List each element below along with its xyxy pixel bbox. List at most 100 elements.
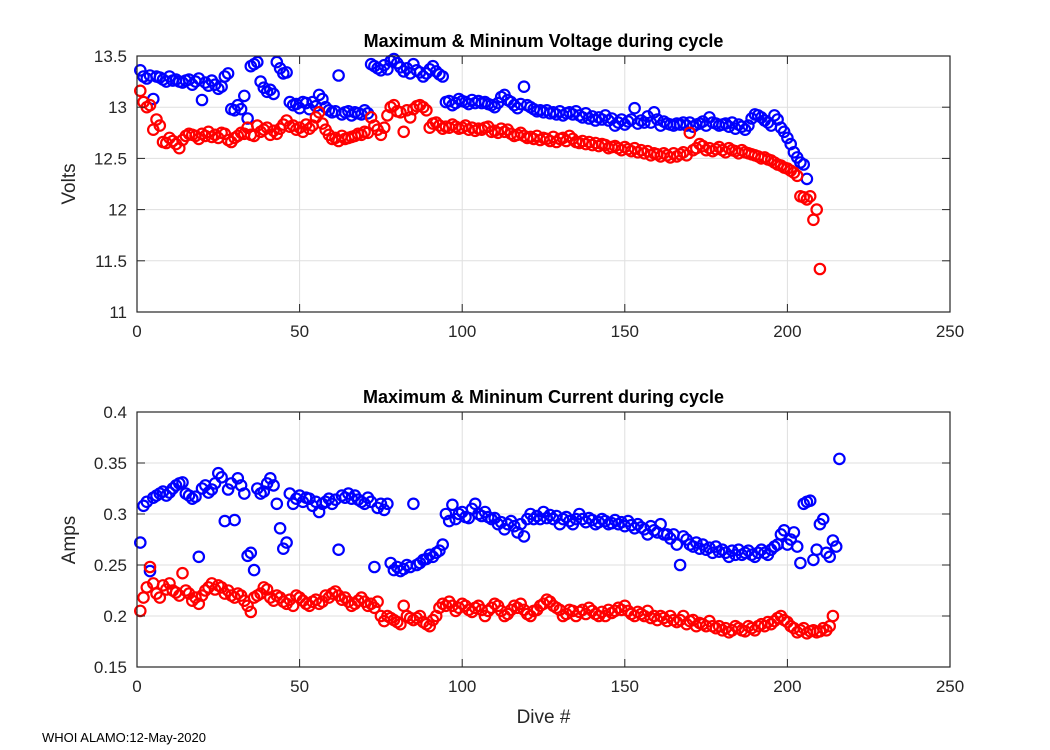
data-point: [296, 125, 310, 139]
data-point: [267, 87, 280, 101]
data-point: [637, 116, 651, 129]
current-y-tick-label: 0.3: [103, 505, 127, 524]
current-y-tick-label: 0.35: [94, 454, 127, 473]
data-point: [231, 129, 245, 143]
voltage-axes-box: [136, 55, 951, 313]
data-point: [784, 533, 797, 546]
current-chart-title: Maximum & Mininum Current during cycle: [363, 387, 724, 407]
current-x-tick-label: 100: [448, 677, 476, 696]
voltage-plot-area: [137, 56, 950, 312]
voltage-y-tick-label: 13: [108, 98, 127, 117]
data-point: [143, 98, 157, 112]
data-point: [517, 80, 531, 93]
data-point: [433, 544, 446, 557]
data-point: [215, 581, 228, 594]
voltage-x-tick-label: 100: [448, 322, 476, 341]
data-point: [781, 131, 794, 145]
voltage-x-tick-label: 0: [132, 322, 141, 341]
data-point: [826, 534, 840, 547]
current-y-tick-label: 0.15: [94, 658, 127, 677]
data-point: [267, 124, 280, 138]
data-point: [416, 70, 430, 83]
data-point: [787, 166, 801, 179]
data-point: [283, 95, 297, 109]
data-point: [195, 93, 209, 107]
data-point: [420, 104, 433, 117]
data-point: [634, 143, 648, 157]
current-axes-box: [136, 411, 951, 668]
data-point: [507, 519, 521, 533]
data-point: [777, 125, 791, 139]
data-point: [238, 89, 251, 103]
data-point: [143, 560, 157, 574]
data-point: [273, 521, 287, 535]
data-point: [332, 69, 345, 82]
data-point: [810, 203, 823, 216]
current-x-tick-label: 50: [290, 677, 309, 696]
data-point: [446, 498, 459, 512]
data-point: [507, 98, 521, 112]
data-point: [413, 609, 427, 623]
data-point: [163, 131, 176, 145]
data-point: [254, 75, 267, 88]
data-point: [598, 609, 612, 623]
data-point: [260, 121, 274, 134]
current-tick-labels: 0 50 100 150 200 250 0.15 0.2 0.25 0.3 0.35 0.4: [94, 403, 964, 696]
voltage-y-tick-label: 11.5: [95, 252, 127, 271]
data-point: [358, 104, 371, 117]
data-point: [377, 503, 391, 517]
data-point: [228, 513, 241, 527]
data-point: [683, 126, 697, 140]
voltage-y-axis-label: Volts: [59, 163, 80, 204]
data-point: [241, 599, 254, 613]
data-point: [481, 604, 495, 618]
data-point: [381, 497, 394, 511]
data-point: [407, 57, 420, 71]
data-point: [436, 70, 449, 83]
data-point: [517, 530, 531, 543]
data-point: [221, 483, 235, 496]
current-series-min: [134, 560, 840, 640]
data-point: [826, 609, 840, 623]
data-point: [676, 530, 690, 543]
data-point: [813, 624, 827, 638]
current-x-tick-label: 250: [936, 677, 964, 696]
data-point: [416, 100, 430, 114]
data-point: [397, 65, 410, 78]
data-point: [800, 193, 814, 206]
data-point: [153, 119, 167, 132]
data-point: [394, 106, 407, 119]
current-y-axis-label: Amps: [59, 516, 80, 565]
voltage-series-max: [134, 52, 814, 186]
current-y-tick-label: 0.4: [103, 403, 127, 422]
data-point: [816, 512, 830, 526]
data-point: [407, 497, 420, 511]
data-point: [234, 102, 248, 116]
voltage-x-tick-label: 250: [936, 322, 964, 341]
data-point: [134, 84, 147, 98]
data-point: [368, 601, 381, 615]
data-point: [250, 55, 264, 69]
voltage-grid: [137, 56, 950, 312]
data-point: [312, 106, 326, 119]
data-point: [377, 121, 391, 134]
data-point: [247, 563, 261, 577]
data-point: [293, 591, 306, 604]
data-point: [829, 540, 843, 553]
data-point: [303, 492, 316, 505]
data-point: [537, 505, 550, 519]
current-y-tick-label: 0.2: [103, 607, 127, 626]
current-x-tick-label: 200: [773, 677, 801, 696]
data-point: [263, 471, 277, 485]
data-point: [205, 483, 219, 496]
data-point: [394, 617, 407, 631]
data-point: [176, 476, 189, 489]
data-point: [202, 486, 215, 499]
data-point: [241, 112, 254, 125]
data-point: [742, 119, 755, 132]
data-point: [803, 190, 817, 203]
data-point: [351, 594, 365, 607]
data-point: [794, 556, 807, 570]
voltage-y-tick-label: 12: [108, 201, 127, 220]
